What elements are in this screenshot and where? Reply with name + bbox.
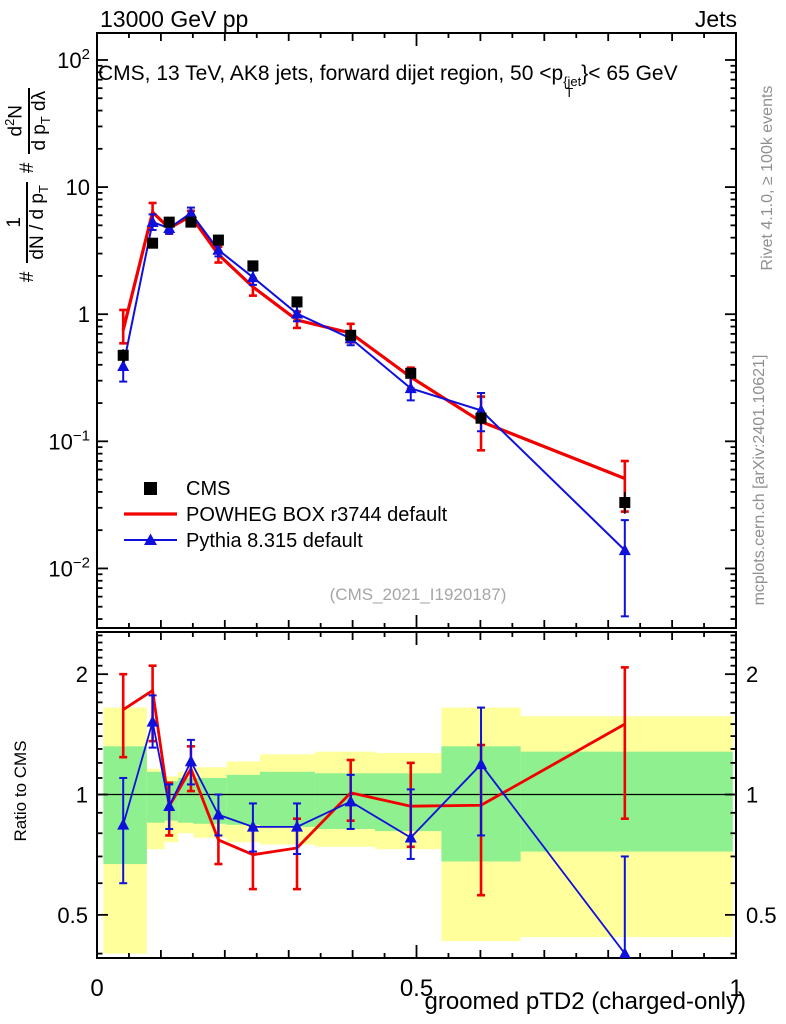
- svg-text:2: 2: [746, 662, 758, 687]
- svg-text:1: 1: [78, 302, 90, 327]
- beam-energy-label: 13000 GeV pp: [100, 6, 249, 32]
- svg-text:1: 1: [76, 783, 88, 808]
- y-label-frac2: d2N d pT dλ: [2, 87, 53, 154]
- analysis-group-label: Jets: [694, 6, 737, 32]
- svg-text:1: 1: [746, 783, 758, 808]
- svg-text:2: 2: [76, 662, 88, 687]
- y-label-frac1: 1 dN / d pT: [4, 182, 51, 263]
- mcplots-attribution-note: mcplots.cern.ch [arXiv:2401.10621]: [751, 354, 768, 606]
- svg-text:0.5: 0.5: [400, 975, 433, 1002]
- svg-text:102: 102: [57, 46, 90, 73]
- x-axis-label: groomed pTD2 (charged-only): [424, 988, 746, 1015]
- svg-text:10−1: 10−1: [48, 427, 90, 454]
- legend: CMS POWHEG BOX r3744 default Pythia 8.31…: [124, 478, 448, 552]
- svg-text:0.5: 0.5: [57, 903, 88, 928]
- ratio-series: [117, 664, 631, 958]
- legend-label-cms: CMS: [186, 478, 230, 500]
- rivet-version-note: Rivet 4.1.0, ≥ 100k events: [759, 85, 776, 271]
- axis-tick-labels: 102 10 1 10−1 10−2 2 2 1 1 0.5 0.5 0 0.5 1: [48, 46, 776, 1002]
- analysis-id-watermark: (CMS_2021_I1920187): [329, 585, 507, 604]
- svg-text:10: 10: [66, 175, 90, 200]
- svg-text:0.5: 0.5: [746, 903, 777, 928]
- legend-label-powheg: POWHEG BOX r3744 default: [186, 504, 448, 526]
- plot-title-supsub: {jet T: [563, 74, 582, 101]
- main-series: [117, 201, 631, 618]
- plot-title-text: CMS, 13 TeV, AK8 jets, forward dijet reg…: [98, 62, 564, 85]
- svg-text:0: 0: [90, 975, 103, 1002]
- axis-ticks: [96, 33, 737, 958]
- plot-title: CMS, 13 TeV, AK8 jets, forward dijet reg…: [98, 62, 678, 101]
- legend-label-pythia: Pythia 8.315 default: [186, 530, 363, 552]
- svg-text:10−2: 10−2: [48, 554, 90, 581]
- main-y-axis-label: # 1 dN / d pT # d2N d pT dλ: [0, 25, 56, 345]
- ratio-y-axis-label: Ratio to CMS: [11, 740, 30, 842]
- legend-marker-cms: [144, 482, 157, 495]
- legend-marker-pythia: [144, 533, 157, 545]
- svg-text:1: 1: [729, 975, 742, 1002]
- plot-title-suffix: }< 65 GeV: [581, 62, 678, 85]
